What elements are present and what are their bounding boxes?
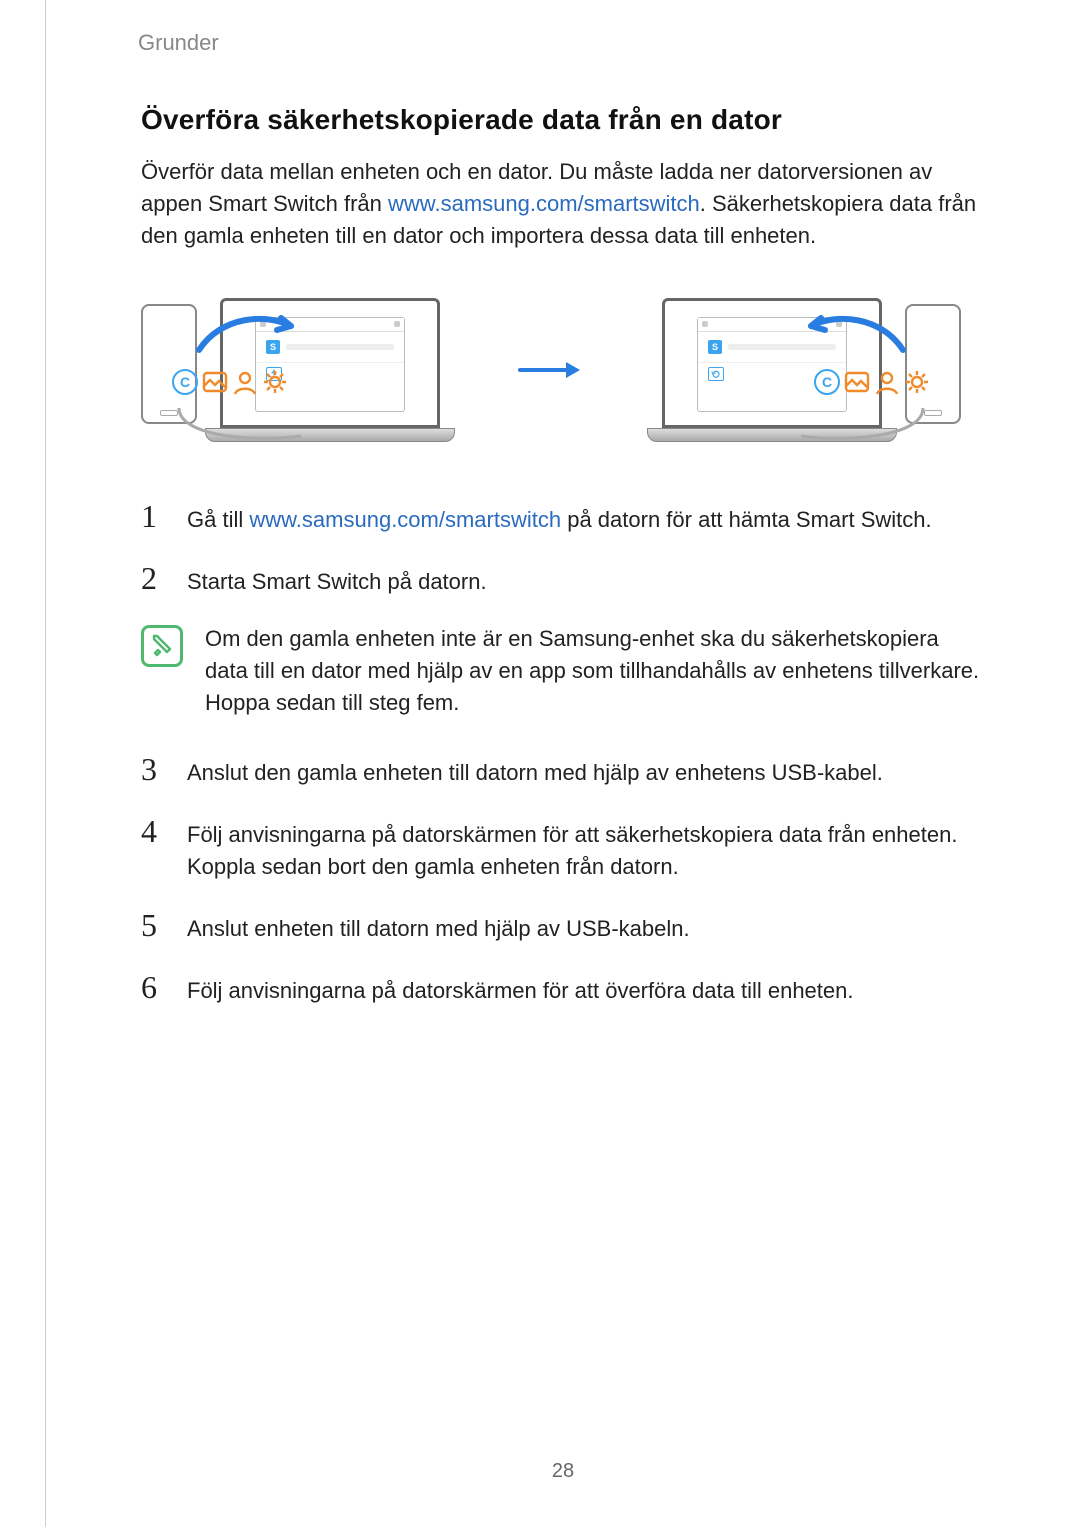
- illustration-pc-to-new-device: S C: [647, 298, 961, 442]
- steps-list: 1 Gå till www.samsung.com/smartswitch på…: [141, 500, 985, 1007]
- svg-text:C: C: [822, 374, 832, 390]
- step-text-before: Gå till: [187, 507, 249, 532]
- step-number: 6: [141, 971, 169, 1003]
- step-text-after: på datorn för att hämta Smart Switch.: [561, 507, 932, 532]
- step-1: 1 Gå till www.samsung.com/smartswitch på…: [141, 500, 985, 536]
- step-3: 3 Anslut den gamla enheten till datorn m…: [141, 753, 985, 789]
- info-note-text: Om den gamla enheten inte är en Samsung-…: [205, 623, 985, 719]
- smartswitch-link[interactable]: www.samsung.com/smartswitch: [388, 191, 700, 216]
- profile-icon: [231, 368, 259, 396]
- step-4: 4 Följ anvisningarna på datorskärmen för…: [141, 815, 985, 883]
- transfer-arrow-icon: [191, 308, 301, 358]
- page-title: Överföra säkerhetskopierade data från en…: [141, 104, 985, 136]
- data-icons-source: C: [171, 368, 289, 396]
- step-number: 4: [141, 815, 169, 847]
- step-text: Anslut enheten till datorn med hjälp av …: [187, 909, 690, 945]
- step-number: 2: [141, 562, 169, 594]
- usb-cable-icon: [161, 406, 311, 446]
- step-text: Följ anvisningarna på datorskärmen för a…: [187, 815, 985, 883]
- info-note-icon: [141, 625, 183, 667]
- contacts-icon: C: [171, 368, 199, 396]
- photos-icon: [201, 368, 229, 396]
- illustration-old-device-to-pc: S C: [141, 298, 455, 442]
- step-text: Starta Smart Switch på datorn.: [187, 562, 487, 598]
- photos-icon: [843, 368, 871, 396]
- step-number: 5: [141, 909, 169, 941]
- transfer-arrow-icon: [801, 308, 911, 358]
- process-arrow-icon: [516, 358, 586, 382]
- data-icons-target: C: [813, 368, 931, 396]
- intro-paragraph: Överför data mellan enheten och en dator…: [141, 156, 985, 252]
- usb-cable-icon: [791, 406, 941, 446]
- settings-icon: [261, 368, 289, 396]
- step-number: 1: [141, 500, 169, 532]
- smartswitch-link[interactable]: www.samsung.com/smartswitch: [249, 507, 561, 532]
- info-note: Om den gamla enheten inte är en Samsung-…: [141, 623, 985, 719]
- settings-icon: [903, 368, 931, 396]
- step-text: Följ anvisningarna på datorskärmen för a…: [187, 971, 854, 1007]
- transfer-illustration: S C: [141, 280, 961, 460]
- step-5: 5 Anslut enheten till datorn med hjälp a…: [141, 909, 985, 945]
- step-text: Anslut den gamla enheten till datorn med…: [187, 753, 883, 789]
- page-number: 28: [552, 1460, 574, 1483]
- step-2: 2 Starta Smart Switch på datorn.: [141, 562, 985, 598]
- section-header: Grunder: [138, 30, 985, 56]
- step-number: 3: [141, 753, 169, 785]
- profile-icon: [873, 368, 901, 396]
- step-6: 6 Följ anvisningarna på datorskärmen för…: [141, 971, 985, 1007]
- contacts-icon: C: [813, 368, 841, 396]
- svg-text:C: C: [180, 374, 190, 390]
